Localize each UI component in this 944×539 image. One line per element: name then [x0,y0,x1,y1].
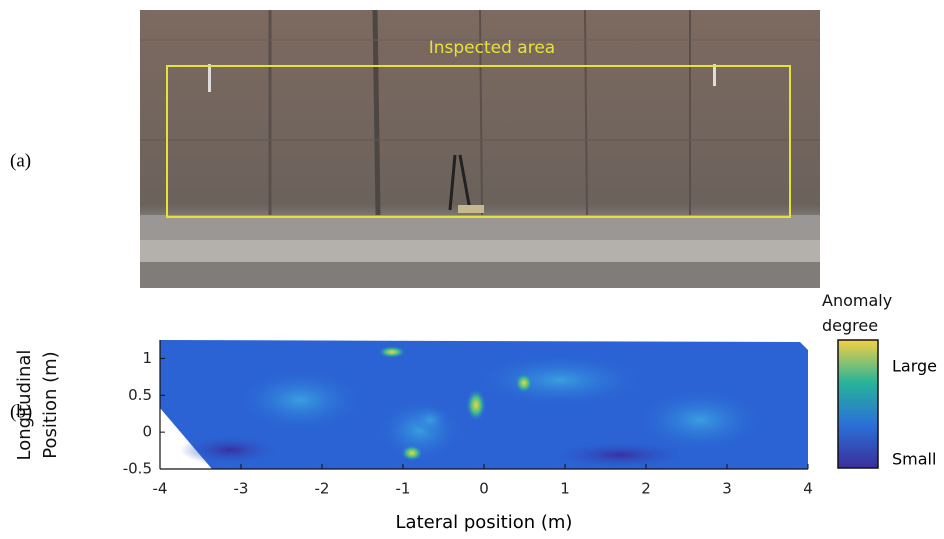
y-tick-label: 0 [142,423,152,441]
colorbar [838,340,878,468]
x-tick-label: 4 [803,480,813,498]
y-axis-label: Longitudinal Position (m) [12,340,72,470]
colorbar-title: Anomaly degree [822,288,912,338]
x-tick-label: 2 [641,480,651,498]
figure: Inspected area (a) (b) -4-3-2-101234-0.5… [0,0,944,539]
y-tick-label: 1 [142,349,152,367]
y-tick-label: -0.5 [123,460,152,478]
page: Inspected area (a) (b) -4-3-2-101234-0.5… [0,0,944,539]
heatmap [160,340,808,469]
colorbar-max-label: Large [892,357,937,376]
x-tick-label: 1 [560,480,570,498]
annotation: Inspected area [429,38,555,58]
x-tick-label: -1 [396,480,411,498]
x-tick-label: -4 [153,480,168,498]
colorbar-min-label: Small [892,450,936,469]
x-axis-label: Lateral position (m) [396,512,573,533]
x-tick-label: 0 [479,480,489,498]
x-tick-label: -3 [234,480,249,498]
x-tick-label: -2 [315,480,330,498]
x-tick-label: 3 [722,480,732,498]
y-tick-label: 0.5 [128,386,152,404]
panel-label: (a) [10,150,31,171]
